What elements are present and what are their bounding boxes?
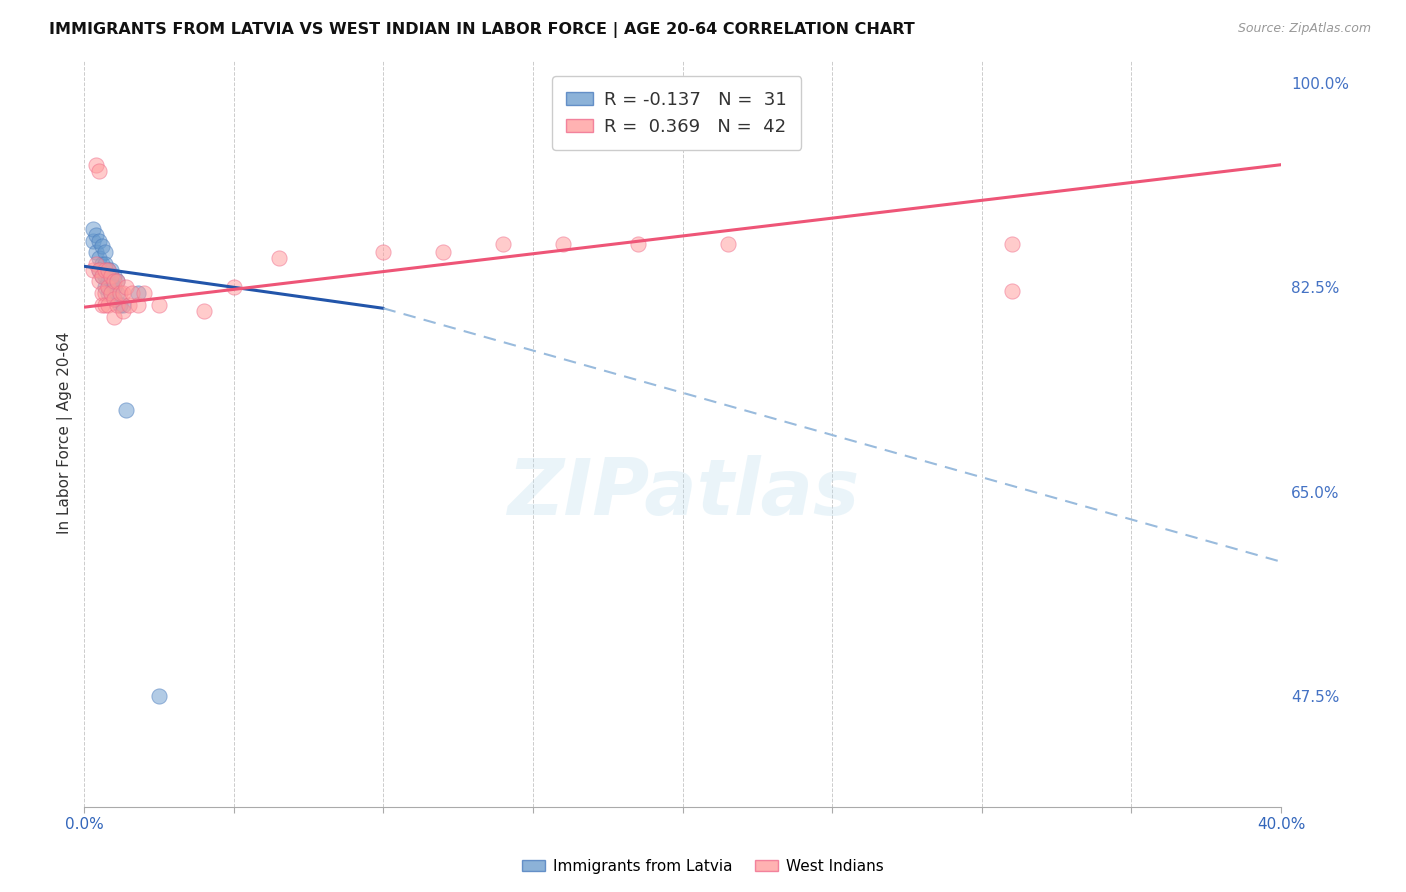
Point xyxy=(91,298,114,312)
Point xyxy=(94,280,117,294)
Point xyxy=(97,298,120,312)
Point xyxy=(432,245,454,260)
Point xyxy=(100,275,122,289)
Point xyxy=(103,280,125,294)
Point xyxy=(94,268,117,283)
Point xyxy=(103,268,125,283)
Point xyxy=(89,262,111,277)
Point xyxy=(89,163,111,178)
Point xyxy=(627,237,650,252)
Point xyxy=(108,286,131,301)
Point xyxy=(84,245,107,260)
Point xyxy=(82,234,104,248)
Point xyxy=(84,158,107,172)
Text: Source: ZipAtlas.com: Source: ZipAtlas.com xyxy=(1237,22,1371,36)
Point xyxy=(103,292,125,306)
Text: IMMIGRANTS FROM LATVIA VS WEST INDIAN IN LABOR FORCE | AGE 20-64 CORRELATION CHA: IMMIGRANTS FROM LATVIA VS WEST INDIAN IN… xyxy=(49,22,915,38)
Point xyxy=(105,275,128,289)
Point xyxy=(94,262,117,277)
Point xyxy=(91,286,114,301)
Point xyxy=(89,262,111,277)
Point xyxy=(108,298,131,312)
Point xyxy=(112,303,135,318)
Point xyxy=(94,298,117,312)
Point xyxy=(112,286,135,301)
Point xyxy=(115,280,138,294)
Point xyxy=(148,689,170,703)
Point xyxy=(84,227,107,242)
Point xyxy=(127,298,149,312)
Point xyxy=(82,222,104,236)
Legend: Immigrants from Latvia, West Indians: Immigrants from Latvia, West Indians xyxy=(516,853,890,880)
Point xyxy=(100,286,122,301)
Point xyxy=(148,298,170,312)
Point xyxy=(1001,237,1024,252)
Point xyxy=(103,292,125,306)
Point xyxy=(103,310,125,324)
Point xyxy=(112,298,135,312)
Legend: R = -0.137   N =  31, R =  0.369   N =  42: R = -0.137 N = 31, R = 0.369 N = 42 xyxy=(553,76,801,150)
Point xyxy=(134,286,156,301)
Point xyxy=(91,239,114,253)
Point xyxy=(105,298,128,312)
Point xyxy=(84,257,107,271)
Text: ZIPatlas: ZIPatlas xyxy=(506,455,859,531)
Point xyxy=(91,257,114,271)
Point xyxy=(97,286,120,301)
Y-axis label: In Labor Force | Age 20-64: In Labor Force | Age 20-64 xyxy=(58,332,73,534)
Point xyxy=(94,286,117,301)
Point xyxy=(100,268,122,283)
Point xyxy=(91,268,114,283)
Point xyxy=(82,262,104,277)
Point xyxy=(492,237,515,252)
Point xyxy=(118,298,141,312)
Point xyxy=(105,275,128,289)
Point xyxy=(89,251,111,265)
Point xyxy=(1001,284,1024,298)
Point xyxy=(127,286,149,301)
Point xyxy=(105,286,128,301)
Point xyxy=(267,251,290,265)
Point xyxy=(94,245,117,260)
Point xyxy=(97,262,120,277)
Point xyxy=(121,286,143,301)
Point xyxy=(100,262,122,277)
Point xyxy=(97,280,120,294)
Point xyxy=(100,286,122,301)
Point xyxy=(89,234,111,248)
Point xyxy=(94,257,117,271)
Point xyxy=(97,262,120,277)
Point xyxy=(551,237,574,252)
Point xyxy=(89,275,111,289)
Point xyxy=(373,245,395,260)
Point xyxy=(716,237,738,252)
Point xyxy=(115,403,138,417)
Point xyxy=(91,268,114,283)
Point xyxy=(97,275,120,289)
Point xyxy=(193,303,215,318)
Point xyxy=(103,275,125,289)
Point xyxy=(222,280,245,294)
